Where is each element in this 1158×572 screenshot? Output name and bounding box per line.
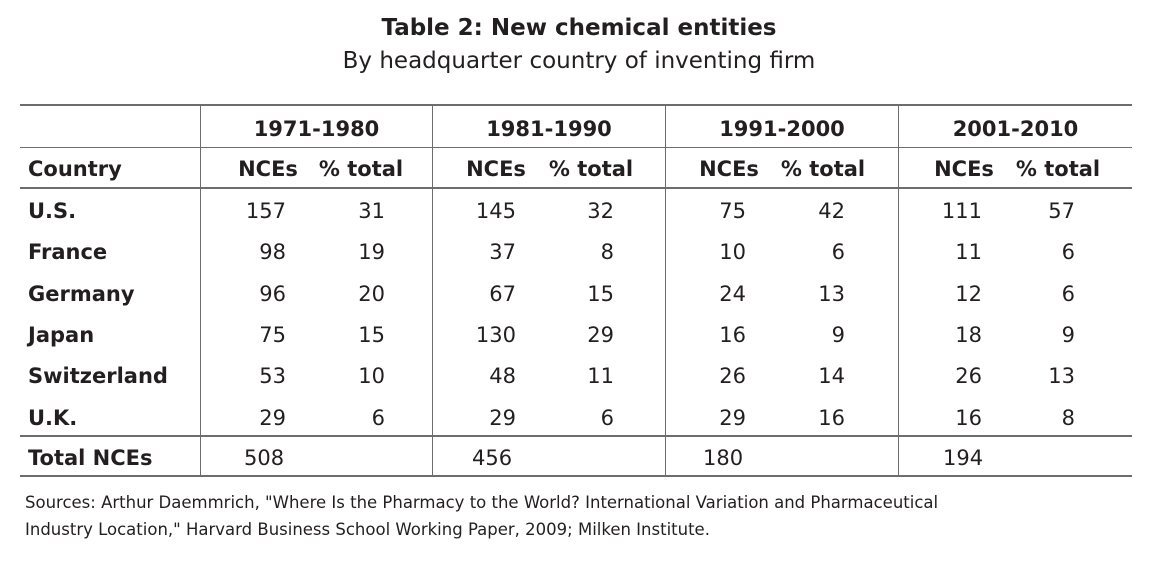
- row-country: U.K.: [28, 406, 78, 430]
- row-country: Switzerland: [28, 364, 168, 388]
- pct-total-value: 13: [1048, 364, 1075, 388]
- pct-total-value: 6: [371, 406, 385, 430]
- row-country: France: [28, 240, 108, 264]
- nces-value: 10: [719, 240, 746, 264]
- pct-total-value: 19: [358, 240, 385, 264]
- pct-total-value: 14: [818, 364, 845, 388]
- pct-total-value: 57: [1048, 199, 1075, 223]
- nces-value: 26: [719, 364, 746, 388]
- total-rule: [20, 435, 1132, 437]
- column-divider: [665, 105, 666, 476]
- nces-value: 96: [259, 282, 286, 306]
- pct-column-header: % total: [548, 157, 634, 181]
- nces-value: 18: [955, 323, 982, 347]
- nces-value: 67: [489, 282, 516, 306]
- pct-total-value: 8: [600, 240, 614, 264]
- source-line: Industry Location," Harvard Business Sch…: [25, 520, 710, 539]
- pct-total-value: 15: [358, 323, 385, 347]
- pct-total-value: 9: [1061, 323, 1075, 347]
- bottom-rule: [20, 475, 1132, 477]
- nces-value: 98: [259, 240, 286, 264]
- pct-total-value: 32: [587, 199, 614, 223]
- row-country: U.S.: [28, 199, 77, 223]
- period-rule: [20, 147, 1132, 148]
- total-value: 456: [472, 446, 513, 470]
- pct-total-value: 9: [831, 323, 845, 347]
- nces-value: 24: [719, 282, 746, 306]
- total-value: 194: [943, 446, 984, 470]
- top-rule: [20, 104, 1132, 106]
- pct-total-value: 29: [587, 323, 614, 347]
- nces-value: 29: [259, 406, 286, 430]
- nces-value: 16: [719, 323, 746, 347]
- row-country: Japan: [28, 323, 95, 347]
- column-divider: [200, 105, 201, 476]
- pct-total-value: 16: [818, 406, 845, 430]
- source-line: Sources: Arthur Daemmrich, "Where Is the…: [25, 493, 939, 512]
- country-column-header: Country: [28, 157, 122, 181]
- pct-column-header: % total: [780, 157, 866, 181]
- nces-column-header: NCEs: [238, 157, 298, 181]
- period-header: 1971-1980: [253, 117, 380, 141]
- period-header: 2001-2010: [952, 117, 1079, 141]
- pct-total-value: 13: [818, 282, 845, 306]
- source-note: Sources: Arthur Daemmrich, "Where Is the…: [25, 489, 1135, 543]
- pct-column-header: % total: [318, 157, 404, 181]
- nces-value: 29: [489, 406, 516, 430]
- pct-column-header: % total: [1015, 157, 1101, 181]
- pct-total-value: 8: [1061, 406, 1075, 430]
- pct-total-value: 31: [358, 199, 385, 223]
- table-subtitle: By headquarter country of inventing firm: [342, 48, 816, 74]
- pct-total-value: 6: [600, 406, 614, 430]
- total-label: Total NCEs: [28, 446, 153, 470]
- total-value: 180: [703, 446, 744, 470]
- pct-total-value: 11: [587, 364, 614, 388]
- pct-total-value: 6: [1061, 240, 1075, 264]
- nces-value: 157: [245, 199, 286, 223]
- pct-total-value: 6: [1061, 282, 1075, 306]
- header-rule: [20, 187, 1132, 189]
- nces-value: 75: [259, 323, 286, 347]
- pct-total-value: 15: [587, 282, 614, 306]
- nces-value: 111: [941, 199, 982, 223]
- table-title: Table 2: New chemical entities: [381, 15, 777, 41]
- column-divider: [432, 105, 433, 476]
- pct-total-value: 42: [818, 199, 845, 223]
- nces-value: 16: [955, 406, 982, 430]
- pct-total-value: 6: [831, 240, 845, 264]
- nces-value: 48: [489, 364, 516, 388]
- total-value: 508: [244, 446, 285, 470]
- period-header: 1981-1990: [486, 117, 612, 141]
- nces-value: 29: [719, 406, 746, 430]
- nces-value: 130: [475, 323, 516, 347]
- row-country: Germany: [28, 282, 135, 306]
- nces-column-header: NCEs: [934, 157, 994, 181]
- nces-value: 11: [955, 240, 982, 264]
- column-divider: [898, 105, 899, 476]
- nces-value: 26: [955, 364, 982, 388]
- nces-value: 145: [475, 199, 516, 223]
- pct-total-value: 20: [358, 282, 385, 306]
- nces-value: 12: [955, 282, 982, 306]
- pct-total-value: 10: [358, 364, 385, 388]
- nces-value: 53: [259, 364, 286, 388]
- nces-value: 37: [489, 240, 516, 264]
- period-header: 1991-2000: [719, 117, 845, 141]
- nces-value: 75: [719, 199, 746, 223]
- nces-column-header: NCEs: [699, 157, 759, 181]
- nces-column-header: NCEs: [466, 157, 526, 181]
